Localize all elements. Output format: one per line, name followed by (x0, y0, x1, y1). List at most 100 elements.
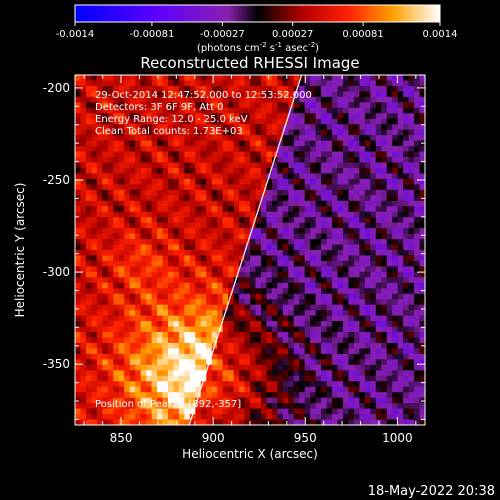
heatmap-cell (266, 102, 273, 109)
heatmap-cell (85, 178, 92, 185)
heatmap-cell (189, 414, 196, 420)
heatmap-cell (370, 315, 377, 322)
heatmap-cell (293, 375, 300, 382)
heatmap-cell (135, 326, 141, 333)
heatmap-cell (173, 140, 180, 147)
heatmap-cell (217, 348, 223, 355)
heatmap-cell (364, 255, 371, 262)
heatmap-cell (288, 80, 295, 87)
heatmap-cell (299, 140, 305, 147)
heatmap-cell (337, 250, 344, 256)
heatmap-cell (244, 359, 251, 366)
heatmap-cell (370, 217, 377, 223)
heatmap-cell (129, 184, 136, 191)
heatmap-cell (129, 370, 136, 377)
time-range-text: 29-Oct-2014 12:47:52.000 to 12:53:52.000 (95, 90, 312, 101)
heatmap-cell (189, 397, 196, 404)
heatmap-cell (348, 157, 355, 163)
heatmap-cell (96, 266, 103, 273)
heatmap-cell (386, 359, 393, 366)
heatmap-cell (173, 359, 180, 366)
heatmap-cell (342, 408, 349, 415)
heatmap-cell (419, 299, 425, 305)
heatmap-cell (392, 244, 398, 251)
heatmap-cell (255, 113, 262, 120)
heatmap-cell (277, 228, 284, 234)
heatmap-cell (244, 288, 251, 295)
heatmap-cell (135, 299, 141, 305)
heatmap-cell (102, 250, 109, 256)
heatmap-cell (397, 146, 404, 152)
heatmap-cell (206, 419, 213, 425)
heatmap-cell (375, 244, 382, 251)
heatmap-cell (364, 321, 371, 327)
heatmap-cell (299, 80, 305, 87)
heatmap-cell (403, 348, 409, 355)
heatmap-cell (195, 326, 202, 333)
heatmap-cell (157, 113, 163, 120)
heatmap-cell (364, 403, 371, 409)
heatmap-cell (107, 129, 114, 136)
heatmap-cell (118, 173, 125, 180)
heatmap-cell (288, 397, 295, 404)
heatmap-cell (326, 348, 333, 355)
heatmap-cell (392, 370, 398, 377)
heatmap-cell (408, 195, 415, 202)
heatmap-cell (348, 151, 355, 158)
heatmap-cell (151, 233, 158, 240)
heatmap-cell (107, 239, 114, 245)
heatmap-cell (408, 222, 415, 229)
heatmap-cell (200, 271, 207, 278)
heatmap-cell (386, 228, 393, 234)
heatmap-cell (75, 255, 81, 262)
heatmap-cell (222, 124, 229, 130)
heatmap-cell (244, 321, 251, 327)
heatmap-cell (332, 113, 338, 120)
heatmap-cell (75, 118, 81, 125)
heatmap-cell (107, 364, 114, 371)
heatmap-cell (310, 277, 316, 284)
heatmap-cell (157, 403, 163, 409)
heatmap-cell (75, 85, 81, 92)
heatmap-cell (370, 359, 377, 366)
heatmap-cell (315, 408, 322, 415)
heatmap-cell (266, 277, 273, 284)
heatmap-cell (304, 146, 311, 152)
heatmap-cell (140, 118, 147, 125)
heatmap-cell (129, 250, 136, 256)
heatmap-cell (359, 146, 366, 152)
heatmap-cell (140, 282, 147, 289)
heatmap-cell (375, 293, 382, 300)
heatmap-cell (250, 310, 256, 316)
heatmap-cell (173, 200, 180, 207)
heatmap-cell (332, 91, 338, 98)
heatmap-cell (228, 200, 234, 207)
heatmap-cell (85, 146, 92, 152)
heatmap-cell (370, 299, 377, 305)
heatmap-cell (96, 239, 103, 245)
heatmap-cell (140, 293, 147, 300)
heatmap-cell (392, 184, 398, 191)
heatmap-cell (403, 206, 409, 213)
heatmap-cell (299, 75, 305, 81)
heatmap-cell (414, 414, 420, 420)
heatmap-cell (364, 353, 371, 360)
heatmap-cell (228, 299, 234, 305)
heatmap-cell (359, 299, 366, 305)
heatmap-cell (342, 157, 349, 163)
heatmap-cell (337, 310, 344, 316)
heatmap-cell (250, 189, 256, 196)
heatmap-cell (113, 85, 120, 92)
heatmap-cell (332, 414, 338, 420)
heatmap-cell (403, 113, 409, 120)
heatmap-cell (217, 195, 223, 202)
heatmap-cell (135, 381, 141, 388)
heatmap-cell (124, 419, 130, 425)
heatmap-cell (129, 282, 136, 289)
heatmap-cell (118, 342, 125, 349)
heatmap-cell (233, 408, 240, 415)
heatmap-cell (310, 195, 316, 202)
heatmap-cell (107, 370, 114, 377)
heatmap-cell (310, 157, 316, 163)
heatmap-cell (293, 91, 300, 98)
